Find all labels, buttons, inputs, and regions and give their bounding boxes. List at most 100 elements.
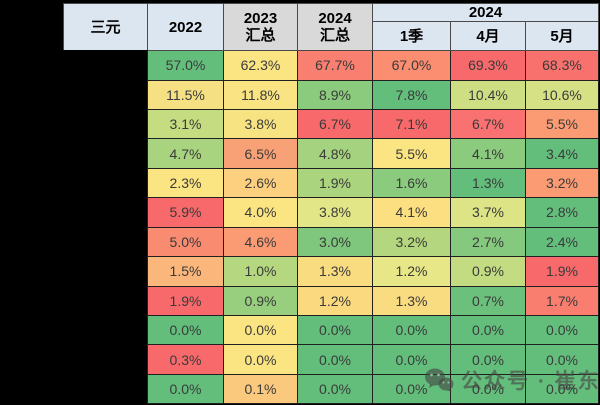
value-cell: 0.0% — [450, 314, 526, 346]
ternary-share-heatmap-table: 三元 2022 2023 汇总 2024 汇总 2024 1季 4月 5月 57.0% 62.3… — [63, 2, 599, 405]
table-row: 3.1% 3.8% 6.7% 7.1% 6.7% 5.5% — [63, 109, 599, 140]
value-cell: 3.8% — [297, 197, 373, 228]
value-cell: 6.5% — [223, 138, 298, 169]
value-cell: 0.0% — [372, 314, 451, 346]
value-cell: 7.8% — [372, 79, 451, 111]
table-header: 三元 2022 2023 汇总 2024 汇总 2024 1季 4月 5月 — [63, 2, 599, 52]
hidden-row-label-cell — [63, 315, 148, 345]
value-cell: 0.9% — [450, 256, 526, 287]
hidden-row-label-cell — [63, 227, 148, 257]
col-header-3: 2024 汇总 — [297, 2, 373, 52]
sub-col-header-1: 1季 — [372, 21, 451, 52]
table-row: 0.0% 0.1% 0.0% 0.0% 0.0% 0.0% — [63, 373, 599, 405]
table-row: 0.0% 0.0% 0.0% 0.0% 0.0% 0.0% — [63, 314, 599, 346]
hidden-row-label-cell — [63, 286, 148, 316]
value-cell: 10.4% — [450, 79, 526, 111]
hidden-row-label-cell — [63, 344, 148, 375]
value-cell: 68.3% — [525, 50, 599, 81]
header-row-top: 三元 2022 2023 汇总 2024 汇总 2024 — [63, 2, 599, 52]
corner-header-sanyuan: 三元 — [63, 2, 148, 52]
value-cell: 1.9% — [297, 167, 373, 199]
value-cell: 2.3% — [147, 167, 224, 199]
value-cell: 4.7% — [147, 138, 224, 169]
group-header-2024: 2024 — [372, 2, 599, 23]
value-cell: 2.6% — [223, 167, 298, 199]
header-row-sub: 1季 4月 5月 — [64, 21, 599, 52]
table-row: 4.7% 6.5% 4.8% 5.5% 4.1% 3.4% — [63, 138, 599, 169]
hidden-row-label-cell — [63, 138, 148, 169]
table-row: 11.5% 11.8% 8.9% 7.8% 10.4% 10.6% — [63, 79, 599, 111]
value-cell: 5.0% — [147, 226, 224, 258]
sub-col-header-2: 4月 — [450, 21, 526, 52]
hidden-row-label-cell — [63, 168, 148, 198]
value-cell: 7.1% — [372, 109, 451, 140]
value-cell: 67.0% — [372, 50, 451, 81]
value-cell: 0.0% — [372, 344, 451, 375]
value-cell: 0.9% — [223, 285, 298, 316]
value-cell: 0.0% — [372, 373, 451, 405]
value-cell: 3.0% — [297, 226, 373, 258]
value-cell: 1.0% — [223, 256, 298, 287]
value-cell: 0.0% — [297, 344, 373, 375]
value-cell: 6.7% — [450, 109, 526, 140]
value-cell: 11.5% — [147, 79, 224, 111]
hidden-row-label-cell — [63, 374, 148, 404]
hidden-row-label-cell — [63, 256, 148, 286]
value-cell: 0.0% — [525, 344, 599, 375]
value-cell: 3.4% — [525, 138, 599, 169]
sub-col-header-3: 5月 — [525, 21, 599, 52]
table-row: 1.5% 1.0% 1.3% 1.2% 0.9% 1.9% — [63, 256, 599, 287]
value-cell: 0.0% — [297, 314, 373, 346]
table-row: 5.0% 4.6% 3.0% 3.2% 2.7% 2.4% — [63, 226, 599, 258]
value-cell: 1.5% — [147, 256, 224, 287]
hidden-row-label-cell — [63, 80, 148, 110]
value-cell: 11.8% — [223, 79, 298, 111]
value-cell: 10.6% — [525, 79, 599, 111]
value-cell: 4.6% — [223, 226, 298, 258]
value-cell: 1.3% — [297, 256, 373, 287]
value-cell: 1.3% — [372, 285, 451, 316]
value-cell: 4.1% — [450, 138, 526, 169]
value-cell: 0.3% — [147, 344, 224, 375]
table-body: 57.0% 62.3% 67.7% 67.0% 69.3% 68.3% 11.5% 11.8%… — [63, 50, 599, 405]
value-cell: 1.2% — [297, 285, 373, 316]
value-cell: 2.8% — [525, 197, 599, 228]
value-cell: 5.5% — [525, 109, 599, 140]
value-cell: 0.0% — [450, 373, 526, 405]
value-cell: 3.7% — [450, 197, 526, 228]
value-cell: 3.1% — [147, 109, 224, 140]
value-cell: 3.2% — [372, 226, 451, 258]
table-row: 0.3% 0.0% 0.0% 0.0% 0.0% 0.0% — [63, 344, 599, 375]
hidden-row-label-cell — [63, 109, 148, 139]
value-cell: 4.0% — [223, 197, 298, 228]
value-cell: 0.0% — [147, 314, 224, 346]
value-cell: 1.9% — [147, 285, 224, 316]
value-cell: 4.8% — [297, 138, 373, 169]
value-cell: 1.3% — [450, 167, 526, 199]
value-cell: 57.0% — [147, 50, 224, 81]
value-cell: 1.9% — [525, 256, 599, 287]
value-cell: 0.0% — [223, 344, 298, 375]
table-row: 5.9% 4.0% 3.8% 4.1% 3.7% 2.8% — [63, 197, 599, 228]
value-cell: 3.2% — [525, 167, 599, 199]
value-cell: 6.7% — [297, 109, 373, 140]
value-cell: 0.1% — [223, 373, 298, 405]
col-header-2: 2023 汇总 — [223, 2, 298, 52]
value-cell: 0.0% — [450, 344, 526, 375]
value-cell: 1.7% — [525, 285, 599, 316]
value-cell: 5.9% — [147, 197, 224, 228]
value-cell: 0.0% — [525, 373, 599, 405]
value-cell: 5.5% — [372, 138, 451, 169]
value-cell: 0.0% — [525, 314, 599, 346]
value-cell: 2.7% — [450, 226, 526, 258]
value-cell: 1.6% — [372, 167, 451, 199]
col-header-1: 2022 — [147, 2, 224, 52]
table-row: 2.3% 2.6% 1.9% 1.6% 1.3% 3.2% — [63, 167, 599, 199]
table-row: 1.9% 0.9% 1.2% 1.3% 0.7% 1.7% — [63, 285, 599, 316]
value-cell: 2.4% — [525, 226, 599, 258]
value-cell: 4.1% — [372, 197, 451, 228]
hidden-row-label-cell — [63, 50, 148, 81]
value-cell: 0.0% — [223, 314, 298, 346]
table-row: 57.0% 62.3% 67.7% 67.0% 69.3% 68.3% — [63, 50, 599, 81]
value-cell: 8.9% — [297, 79, 373, 111]
